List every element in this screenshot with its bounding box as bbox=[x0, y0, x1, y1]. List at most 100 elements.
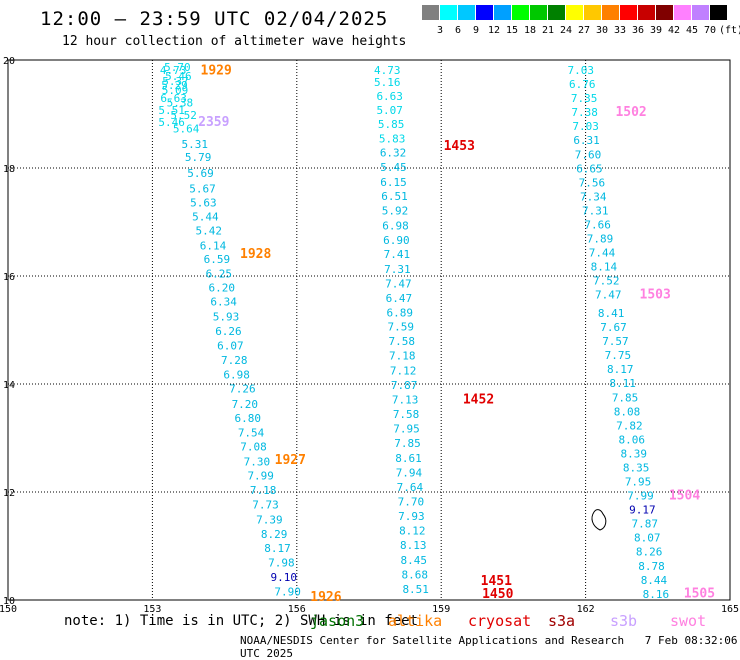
swh-value: 8.61 bbox=[395, 452, 422, 465]
swh-value: 5.16 bbox=[374, 76, 401, 89]
color-scale-swatch bbox=[422, 5, 439, 20]
color-scale-swatch bbox=[638, 5, 655, 20]
color-scale-label: 45 bbox=[685, 25, 699, 36]
swh-value: 5.31 bbox=[182, 138, 209, 151]
swh-value: 8.51 bbox=[402, 583, 429, 596]
swh-value: 5.07 bbox=[376, 104, 403, 117]
legend-s3b: s3b bbox=[610, 612, 638, 630]
color-scale-swatch bbox=[710, 5, 727, 20]
y-tick-label: 10 bbox=[3, 596, 15, 607]
swh-value: 7.85 bbox=[394, 437, 421, 450]
swh-value: 5.67 bbox=[189, 182, 216, 195]
swh-value: 6.32 bbox=[380, 147, 407, 160]
swh-value: 6.25 bbox=[206, 268, 233, 281]
swh-value: 5.52 bbox=[170, 109, 197, 122]
color-scale-swatch bbox=[458, 5, 475, 20]
swh-value: 7.93 bbox=[398, 510, 425, 523]
swh-value: 6.59 bbox=[204, 253, 231, 266]
color-scale-swatch bbox=[602, 5, 619, 20]
legend-cryosat: cryosat bbox=[468, 612, 532, 630]
swh-value: 6.98 bbox=[223, 369, 250, 382]
color-scale-label: 12 bbox=[487, 25, 501, 36]
pass-time-label: 1504 bbox=[669, 489, 700, 504]
pass-time-label: 1450 bbox=[482, 587, 513, 602]
pass-time-label: 1502 bbox=[615, 105, 646, 120]
x-tick-label: 150 bbox=[0, 604, 17, 615]
y-tick-label: 20 bbox=[3, 56, 15, 67]
swh-value: 7.39 bbox=[256, 513, 283, 526]
swh-value: 8.06 bbox=[619, 433, 646, 446]
swh-value: 7.89 bbox=[587, 233, 614, 246]
color-scale-label: 33 bbox=[613, 25, 627, 36]
swh-value: 9.10 bbox=[271, 571, 298, 584]
chart-subtitle: 12 hour collection of altimeter wave hei… bbox=[62, 34, 407, 49]
color-scale-swatch bbox=[548, 5, 565, 20]
swh-value: 6.34 bbox=[210, 296, 237, 309]
swh-value: 5.83 bbox=[379, 133, 406, 146]
swh-value: 7.99 bbox=[627, 490, 654, 503]
y-tick-label: 14 bbox=[3, 380, 15, 391]
color-scale-swatch bbox=[530, 5, 547, 20]
x-tick-label: 162 bbox=[577, 604, 595, 615]
swh-value: 5.46 bbox=[158, 116, 185, 129]
swh-value: 7.31 bbox=[582, 204, 609, 217]
swh-value: 8.13 bbox=[400, 539, 427, 552]
swh-value: 7.58 bbox=[388, 335, 415, 348]
swh-value: 7.18 bbox=[250, 484, 277, 497]
swh-value: 7.13 bbox=[392, 393, 419, 406]
plot-frame bbox=[7, 59, 731, 601]
pass-time-label: 1503 bbox=[640, 288, 671, 303]
swh-value: 7.73 bbox=[252, 499, 279, 512]
color-scale-label: 39 bbox=[649, 25, 663, 36]
color-scale-label: 70 bbox=[703, 25, 717, 36]
swh-value: 5.79 bbox=[185, 151, 212, 164]
swh-value: 6.07 bbox=[217, 339, 244, 352]
color-scale-swatch bbox=[476, 5, 493, 20]
swh-value: 5.38 bbox=[167, 96, 194, 109]
swh-value: 7.47 bbox=[595, 289, 622, 302]
color-scale-swatch bbox=[692, 5, 709, 20]
swh-value: 7.08 bbox=[240, 440, 267, 453]
swh-value: 7.67 bbox=[600, 321, 627, 334]
swh-value: 7.28 bbox=[221, 354, 248, 367]
chart-title: 12:00 — 23:59 UTC 02/04/2025 bbox=[40, 8, 389, 30]
swh-value: 8.14 bbox=[591, 261, 618, 274]
swh-value: 7.54 bbox=[238, 426, 265, 439]
swh-value: 6.89 bbox=[387, 307, 414, 320]
swh-value: 7.26 bbox=[229, 383, 256, 396]
swh-value: 8.44 bbox=[641, 574, 668, 587]
swh-value: 5.44 bbox=[192, 210, 219, 223]
swh-value: 5.85 bbox=[378, 118, 405, 131]
swh-value: 6.90 bbox=[383, 234, 410, 247]
color-scale-swatch bbox=[620, 5, 637, 20]
swh-value: 8.45 bbox=[401, 554, 428, 567]
color-scale-swatch bbox=[440, 5, 457, 20]
swh-value: 7.38 bbox=[571, 106, 598, 119]
legend-altika: altika bbox=[388, 612, 443, 630]
swh-value: 6.26 bbox=[215, 325, 242, 338]
swh-value: 7.87 bbox=[391, 379, 418, 392]
swh-value: 4.73 bbox=[374, 64, 401, 77]
swh-value: 6.80 bbox=[234, 412, 261, 425]
swh-value: 5.93 bbox=[213, 310, 240, 323]
color-scale-swatch bbox=[584, 5, 601, 20]
x-tick-label: 165 bbox=[721, 604, 739, 615]
swh-value: 6.47 bbox=[386, 292, 413, 305]
swh-value: 8.07 bbox=[634, 532, 661, 545]
swh-value: 5.51 bbox=[158, 104, 185, 117]
swh-value: 8.08 bbox=[614, 405, 641, 418]
swh-value: 7.85 bbox=[612, 391, 639, 404]
swh-value: 7.12 bbox=[390, 364, 417, 377]
swh-value: 6.65 bbox=[576, 162, 603, 175]
swh-value: 8.35 bbox=[623, 461, 650, 474]
swh-value: 7.20 bbox=[232, 398, 259, 411]
swh-value: 5.42 bbox=[195, 224, 222, 237]
swh-value: 8.17 bbox=[607, 363, 634, 376]
swh-value: 9.17 bbox=[629, 504, 656, 517]
y-tick-label: 16 bbox=[3, 272, 15, 283]
pass-time-label: 2359 bbox=[198, 115, 229, 130]
swh-value: 5.45 bbox=[380, 161, 407, 174]
x-tick-label: 156 bbox=[288, 604, 306, 615]
color-scale-swatch bbox=[656, 5, 673, 20]
